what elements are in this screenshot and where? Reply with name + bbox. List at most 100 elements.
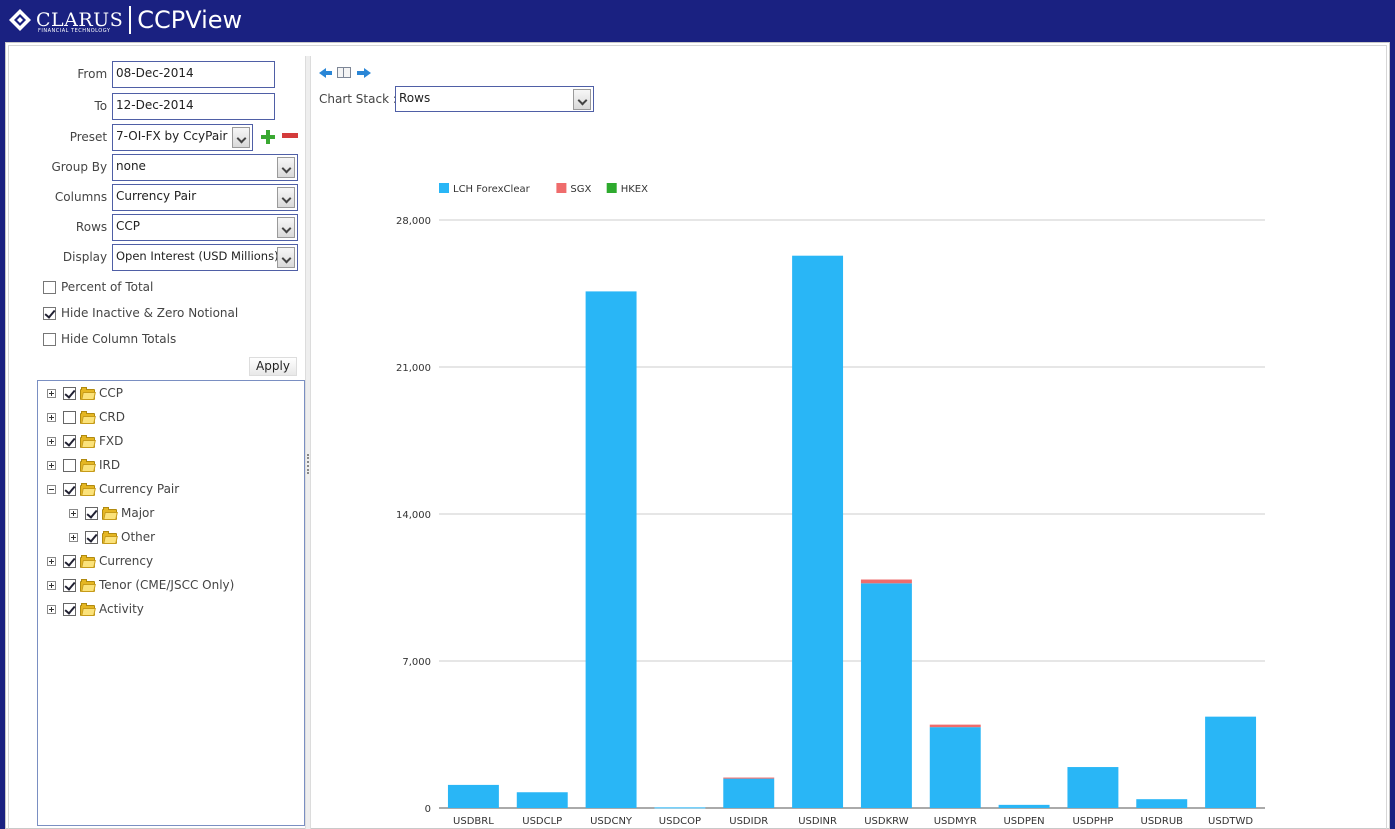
bar-usdphp-lch-forexclear[interactable] bbox=[1067, 767, 1119, 808]
rows-select[interactable]: CCP bbox=[112, 213, 298, 241]
preset-dropdown-icon[interactable] bbox=[232, 126, 250, 148]
group-by-select[interactable]: none bbox=[112, 153, 298, 181]
bar-usdmyr-sgx[interactable] bbox=[929, 724, 981, 728]
bar-usdpen-lch-forexclear[interactable] bbox=[998, 804, 1050, 808]
tree-node-fxd[interactable]: FXD bbox=[47, 431, 123, 451]
expand-icon[interactable] bbox=[47, 412, 56, 422]
y-tick-label: 14,000 bbox=[396, 510, 431, 521]
preset-row: Preset : 7-OI-FX by CcyPair bbox=[17, 123, 303, 151]
to-date-input[interactable]: 12-Dec-2014 bbox=[112, 92, 275, 120]
group-by-dropdown-icon[interactable] bbox=[277, 156, 295, 178]
bar-usdmyr-lch-forexclear[interactable] bbox=[929, 727, 981, 808]
chart-stack-select[interactable]: Rows bbox=[395, 86, 594, 112]
bar-usdidr-sgx[interactable] bbox=[723, 777, 775, 779]
tree-node-activity[interactable]: Activity bbox=[47, 599, 144, 619]
bar-usdidr-lch-forexclear[interactable] bbox=[723, 778, 775, 808]
x-tick-label: USDBRL bbox=[453, 816, 494, 827]
from-label: From : bbox=[77, 67, 115, 81]
remove-preset-icon[interactable] bbox=[282, 133, 298, 139]
x-tick-label: USDTWD bbox=[1208, 816, 1253, 827]
panel-splitter[interactable] bbox=[305, 56, 311, 829]
bar-usdkrw-lch-forexclear[interactable] bbox=[860, 583, 912, 808]
percent-of-total-option[interactable]: Percent of Total bbox=[43, 278, 153, 296]
bar-chart: LCH ForexClear SGX HKEX 0 7,000 14,000 21,000 2… bbox=[396, 183, 1265, 827]
tree-checkbox[interactable] bbox=[85, 506, 98, 520]
tree-checkbox[interactable] bbox=[63, 410, 76, 424]
percent-of-total-checkbox[interactable] bbox=[43, 280, 56, 294]
hide-column-totals-option[interactable]: Hide Column Totals bbox=[43, 330, 176, 348]
x-tick-label: USDPHP bbox=[1072, 816, 1113, 827]
to-label: To : bbox=[94, 99, 116, 113]
expand-icon[interactable] bbox=[47, 556, 56, 566]
clarus-logo[interactable]: CLARUS FINANCIAL TECHNOLOGY CCPView bbox=[8, 6, 242, 34]
group-by-label: Group By : bbox=[51, 160, 115, 174]
bar-usdcop-lch-forexclear[interactable] bbox=[654, 807, 706, 809]
display-dropdown-icon[interactable] bbox=[277, 246, 295, 268]
x-tick-label: USDINR bbox=[798, 816, 837, 827]
back-arrow-icon[interactable] bbox=[319, 67, 333, 79]
y-tick-label: 7,000 bbox=[402, 657, 431, 668]
forward-arrow-icon[interactable] bbox=[357, 67, 371, 79]
hide-inactive-option[interactable]: Hide Inactive & Zero Notional bbox=[43, 304, 238, 322]
bar-usdrub-lch-forexclear[interactable] bbox=[1136, 799, 1188, 808]
tree-checkbox[interactable] bbox=[63, 482, 76, 496]
hide-column-totals-checkbox[interactable] bbox=[43, 332, 56, 346]
expand-icon[interactable] bbox=[47, 436, 56, 446]
tree-node-tenor-cme-jscc-only[interactable]: Tenor (CME/JSCC Only) bbox=[47, 575, 234, 595]
x-tick-label: USDRUB bbox=[1141, 816, 1184, 827]
chart-panel: Chart Stack : Rows LCH ForexClear SGX HKEX… bbox=[317, 56, 1385, 829]
columns-select[interactable]: Currency Pair bbox=[112, 183, 298, 211]
tree-checkbox[interactable] bbox=[85, 530, 98, 544]
preset-value: 7-OI-FX by CcyPair bbox=[116, 128, 228, 143]
expand-icon[interactable] bbox=[69, 532, 78, 542]
add-preset-icon[interactable] bbox=[260, 129, 276, 145]
hide-inactive-checkbox[interactable] bbox=[43, 306, 56, 320]
tree-checkbox[interactable] bbox=[63, 578, 76, 592]
legend-label[interactable]: SGX bbox=[570, 184, 591, 195]
tree-checkbox[interactable] bbox=[63, 602, 76, 616]
bar-usdbrl-lch-forexclear[interactable] bbox=[447, 784, 499, 808]
rows-dropdown-icon[interactable] bbox=[277, 216, 295, 238]
x-tick-label: USDKRW bbox=[864, 816, 908, 827]
tree-node-ccp[interactable]: CCP bbox=[47, 383, 123, 403]
tree-node-crd[interactable]: CRD bbox=[47, 407, 125, 427]
tree-node-major[interactable]: Major bbox=[69, 503, 154, 523]
columns-dropdown-icon[interactable] bbox=[277, 186, 295, 208]
legend-label[interactable]: LCH ForexClear bbox=[453, 184, 531, 195]
tree-node-ird[interactable]: IRD bbox=[47, 455, 120, 475]
expand-icon[interactable] bbox=[47, 604, 56, 614]
preset-select[interactable]: 7-OI-FX by CcyPair bbox=[112, 123, 253, 151]
tree-checkbox[interactable] bbox=[63, 434, 76, 448]
tree-node-label: CRD bbox=[99, 410, 125, 424]
tree-checkbox[interactable] bbox=[63, 554, 76, 568]
columns-label: Columns : bbox=[54, 190, 115, 204]
expand-icon[interactable] bbox=[47, 388, 56, 398]
logo-divider bbox=[129, 6, 132, 34]
expand-icon[interactable] bbox=[69, 508, 78, 518]
from-date-input[interactable]: 08-Dec-2014 bbox=[112, 60, 275, 88]
split-view-icon[interactable] bbox=[337, 67, 351, 78]
tree-node-label: Currency Pair bbox=[99, 482, 180, 496]
expand-icon[interactable] bbox=[47, 580, 56, 590]
x-tick-label: USDIDR bbox=[729, 816, 768, 827]
expand-icon[interactable] bbox=[47, 460, 56, 470]
folder-icon bbox=[102, 506, 118, 520]
tree-node-currency[interactable]: Currency bbox=[47, 551, 153, 571]
tree-checkbox[interactable] bbox=[63, 386, 76, 400]
tree-checkbox[interactable] bbox=[63, 458, 76, 472]
to-row: To : 12-Dec-2014 bbox=[17, 92, 303, 120]
splitter-grip-icon[interactable] bbox=[307, 454, 309, 474]
bar-usdtwd-lch-forexclear[interactable] bbox=[1205, 716, 1257, 808]
bar-usdclp-lch-forexclear[interactable] bbox=[516, 792, 568, 808]
chart-stack-dropdown-icon[interactable] bbox=[573, 89, 591, 110]
bar-usdinr-lch-forexclear[interactable] bbox=[792, 255, 844, 808]
legend-label[interactable]: HKEX bbox=[621, 184, 648, 195]
bar-usdkrw-sgx[interactable] bbox=[860, 579, 912, 584]
tree-node-other[interactable]: Other bbox=[69, 527, 155, 547]
collapse-icon[interactable] bbox=[47, 484, 56, 494]
bar-usdcny-lch-forexclear[interactable] bbox=[585, 291, 637, 808]
display-select[interactable]: Open Interest (USD Millions) bbox=[112, 243, 298, 271]
apply-button[interactable]: Apply bbox=[249, 357, 297, 376]
tree-node-currency-pair[interactable]: Currency Pair bbox=[47, 479, 179, 499]
chart-stack-label: Chart Stack : bbox=[319, 92, 397, 106]
